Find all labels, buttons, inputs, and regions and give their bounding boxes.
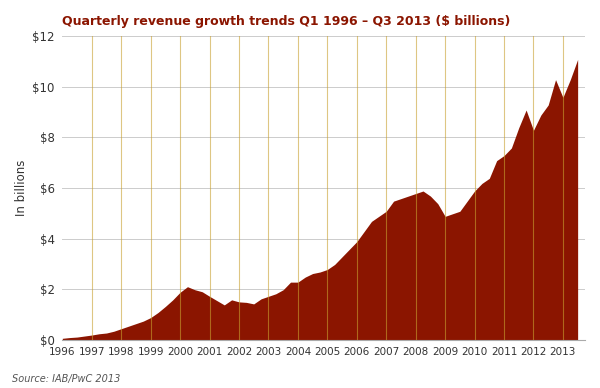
Y-axis label: In billions: In billions (15, 160, 28, 216)
Text: Source: IAB/PwC 2013: Source: IAB/PwC 2013 (12, 374, 121, 384)
Text: Quarterly revenue growth trends Q1 1996 – Q3 2013 ($ billions): Quarterly revenue growth trends Q1 1996 … (62, 15, 511, 28)
